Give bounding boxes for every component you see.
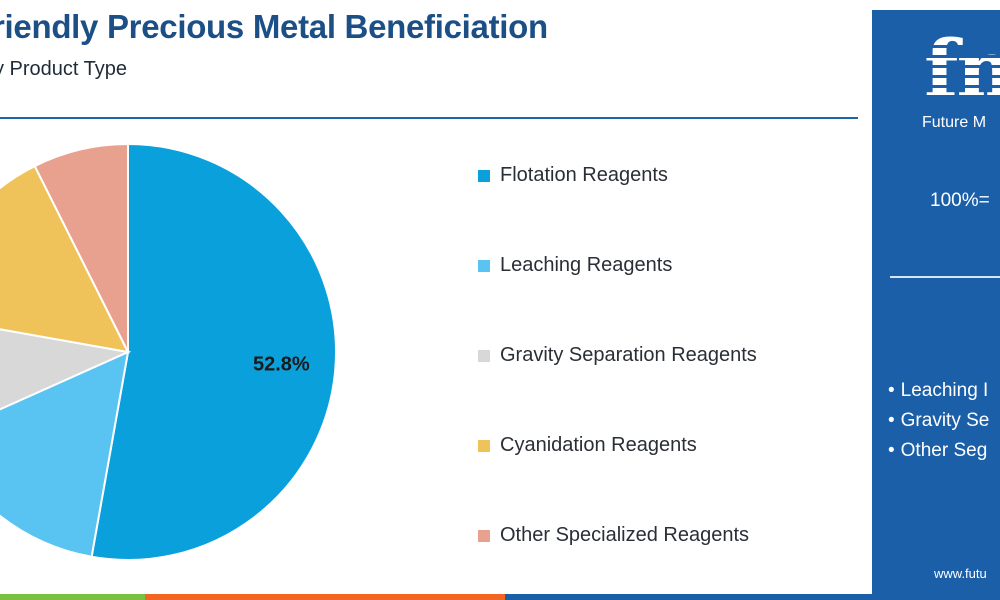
legend-swatch-3: [478, 439, 490, 452]
chart-title: riendly Precious Metal Beneficiation: [0, 8, 548, 45]
pie-slice-1: [0, 350, 130, 558]
segment-bullet: Leaching I: [888, 376, 989, 406]
pie-slices: [0, 142, 337, 561]
pie-slice-0: [90, 142, 337, 561]
legend-item-3: Cyanidation Reagents: [478, 434, 697, 457]
bottom-color-bar: [0, 594, 872, 600]
pie-slice-4: [33, 142, 129, 353]
brand-name: Future M: [922, 114, 987, 131]
legend-swatch-2: [478, 349, 490, 362]
legend-item-4: Other Specialized Reagents: [478, 524, 749, 547]
pie-data-label-0: 52.8%: [253, 354, 310, 376]
logo-stripes: [920, 38, 1000, 118]
bottom-bar-green: [0, 594, 145, 600]
legend-label-0: Flotation Reagents: [500, 164, 668, 186]
brand-side-panel: fm Future M 100%= Leaching I Gravity Se …: [872, 10, 1000, 600]
segment-bullet: Gravity Se: [888, 406, 990, 436]
chart-legend: Flotation Reagents Leaching Reagents Gravi…: [478, 0, 858, 600]
segment-bullet: Other Seg: [888, 436, 989, 466]
legend-label-4: Other Specialized Reagents: [500, 524, 750, 546]
header-divider: [0, 117, 858, 119]
pie-slice-3: [0, 164, 130, 354]
bottom-bar-orange: [145, 594, 505, 600]
legend-label-2: Gravity Separation Reagents: [500, 344, 757, 366]
legend-label-1: Leaching Reagents: [500, 254, 673, 276]
chart-subtitle: y Product Type: [0, 58, 128, 80]
website-link[interactable]: www.futu: [934, 566, 987, 581]
pie-chart: 52.8%: [0, 142, 337, 561]
legend-swatch-0: [478, 169, 490, 182]
panel-divider: [890, 276, 1000, 278]
legend-item-0: Flotation Reagents: [478, 164, 668, 187]
legend-label-3: Cyanidation Reagents: [500, 434, 697, 456]
total-label: 100%=: [930, 190, 990, 211]
legend-swatch-4: [478, 529, 490, 542]
segment-bullet-list: Leaching I Gravity Se Other Seg: [888, 376, 990, 466]
legend-item-2: Gravity Separation Reagents: [478, 344, 757, 367]
pie-slice-2: [0, 328, 132, 411]
bottom-bar-blue: [505, 594, 872, 600]
legend-item-1: Leaching Reagents: [478, 254, 672, 277]
legend-swatch-1: [478, 259, 490, 272]
pie-data-labels: 52.8%: [253, 354, 310, 376]
